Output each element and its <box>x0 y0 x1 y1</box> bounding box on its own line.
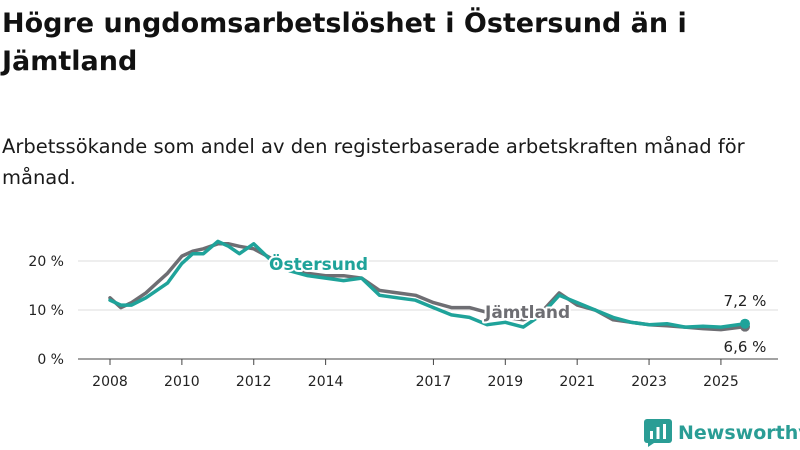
x-tick-label: 2019 <box>487 374 523 390</box>
x-tick-label: 2012 <box>236 374 272 390</box>
x-tick-label: 2021 <box>559 374 595 390</box>
bar-chart-logo-icon <box>644 419 672 447</box>
x-tick-label: 2025 <box>703 374 739 390</box>
series-line-jamtland <box>108 242 747 332</box>
x-tick-label: 2008 <box>92 374 128 390</box>
chart-title: Högre ungdomsarbetslöshet i Östersund än… <box>2 8 687 77</box>
end-label-jamtland: 6,6 % <box>724 338 767 356</box>
newsworthy-logo: Newsworthy <box>644 418 800 448</box>
series-labels: Östersund Jämtland 7,2 % 6,6 % <box>267 251 767 356</box>
x-tick-label: 2017 <box>416 374 452 390</box>
series-lines <box>108 239 750 332</box>
y-tick-label: 0 % <box>37 352 64 368</box>
x-tick-label: 2014 <box>308 374 344 390</box>
chart-subtitle: Arbetssökande som andel av den registerb… <box>2 135 745 189</box>
series-label-jamtland: Jämtland <box>484 303 570 323</box>
end-label-ostersund: 7,2 % <box>724 292 767 310</box>
series-line-ostersund <box>108 239 747 329</box>
gridlines <box>78 260 778 360</box>
brand-name: Newsworthy <box>678 422 800 444</box>
x-tick-label: 2023 <box>631 374 667 390</box>
axes: 0 % 10 % 20 % 2008 2010 2012 2014 2017 2019 2021 2… <box>28 254 738 390</box>
y-tick-label: 20 % <box>28 254 64 270</box>
y-tick-label: 10 % <box>28 303 64 319</box>
end-point-ostersund <box>740 318 750 329</box>
series-label-ostersund: Östersund <box>269 253 368 275</box>
x-tick-label: 2010 <box>164 374 200 390</box>
